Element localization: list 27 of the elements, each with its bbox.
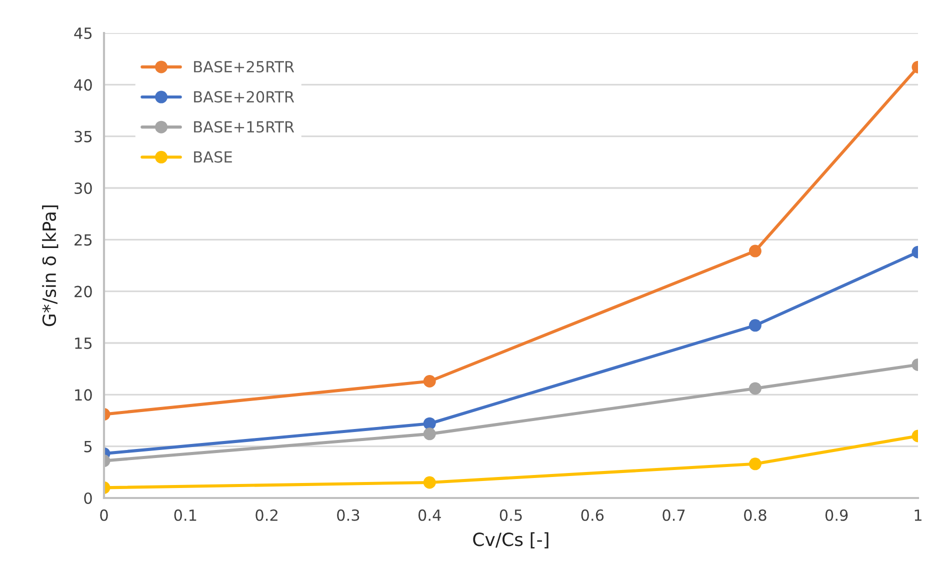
y-tick-label: 40 bbox=[74, 79, 92, 91]
x-tick-label: 0.2 bbox=[256, 509, 278, 521]
y-tick-label: 5 bbox=[84, 441, 92, 452]
legend-label: BASE+25RTR bbox=[194, 60, 294, 73]
y-tick-label: 15 bbox=[75, 338, 92, 350]
y-tick-label: 20 bbox=[74, 286, 92, 298]
y-tick-label: 30 bbox=[74, 182, 92, 194]
legend-label: BASE+20RTR bbox=[194, 91, 294, 103]
legend-label: BASE+15RTR bbox=[194, 121, 294, 133]
y-tick-label: 10 bbox=[75, 389, 92, 401]
y-tick-label: 45 bbox=[74, 28, 92, 40]
x-tick-label: 0.5 bbox=[500, 509, 522, 521]
x-tick-label: 0.1 bbox=[174, 509, 196, 521]
x-tick-label: 0.7 bbox=[662, 509, 685, 521]
x-axis-title: Cv/Cs [-] bbox=[473, 532, 548, 548]
x-tick-label: 0 bbox=[100, 509, 108, 521]
y-axis-title: G*/sin δ [kPa] bbox=[42, 205, 58, 326]
y-tick-label: 0 bbox=[84, 492, 92, 504]
x-tick-label: 0.6 bbox=[581, 509, 604, 521]
legend-label: BASE bbox=[194, 151, 232, 163]
x-tick-label: 0.4 bbox=[418, 509, 441, 521]
x-tick-label: 1 bbox=[914, 510, 922, 521]
y-tick-label: 35 bbox=[74, 130, 92, 142]
y-tick-label: 25 bbox=[74, 234, 92, 246]
x-tick-label: 0.8 bbox=[744, 509, 766, 521]
x-tick-label: 0.9 bbox=[825, 509, 848, 521]
x-tick-label: 0.3 bbox=[337, 509, 360, 521]
